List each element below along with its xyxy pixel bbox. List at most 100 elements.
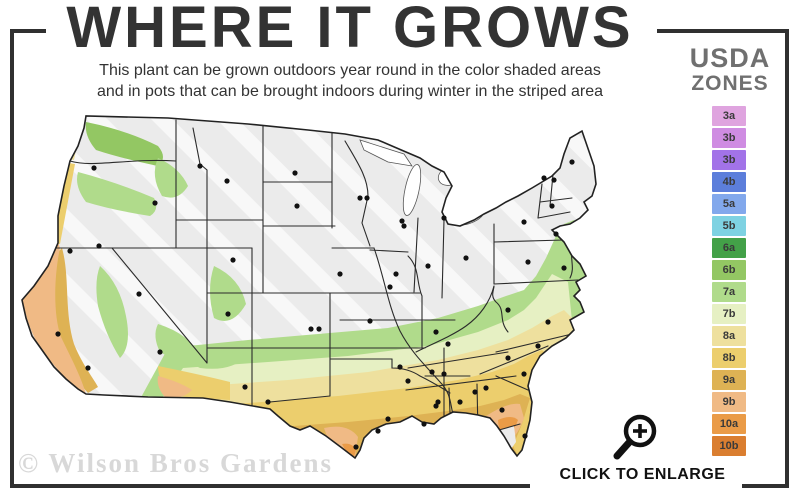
city-dot bbox=[483, 385, 489, 391]
page-title: WHERE IT GROWS bbox=[66, 0, 634, 60]
city-dot bbox=[463, 255, 469, 261]
city-dot bbox=[441, 371, 447, 377]
legend-item: 5b bbox=[712, 216, 746, 236]
city-dot bbox=[561, 265, 567, 271]
city-dot bbox=[67, 248, 73, 254]
city-dot bbox=[364, 195, 370, 201]
city-dot bbox=[535, 343, 541, 349]
city-dot bbox=[375, 428, 381, 434]
frame-top-left bbox=[10, 29, 46, 33]
zone-patch bbox=[85, 122, 163, 166]
city-dot bbox=[405, 378, 411, 384]
city-dot bbox=[505, 355, 511, 361]
usda-zone-legend: 3a 3b 3b 4b 5a 5b 6a 6b 7a 7b 8a 8b 9a 9b 10a 10b bbox=[712, 106, 746, 458]
city-dot bbox=[353, 444, 359, 450]
enlarge-label[interactable]: CLICK TO ENLARGE bbox=[559, 466, 726, 483]
city-dot bbox=[499, 407, 505, 413]
city-dot bbox=[197, 163, 203, 169]
city-dot bbox=[457, 399, 463, 405]
state-borders bbox=[49, 119, 579, 439]
subtitle-line-2: and in pots that can be brought indoors … bbox=[96, 83, 604, 100]
city-dot bbox=[522, 433, 528, 439]
frame-bottom-right bbox=[742, 484, 789, 488]
page-subtitle: This plant can be grown outdoors year ro… bbox=[0, 60, 700, 102]
zone-patch bbox=[46, 248, 98, 393]
city-dot bbox=[521, 219, 527, 225]
city-dot bbox=[385, 416, 391, 422]
city-dot bbox=[549, 203, 555, 209]
city-dot bbox=[91, 165, 97, 171]
legend-title-line-2: ZONES bbox=[691, 72, 769, 95]
city-dot bbox=[136, 291, 142, 297]
frame-top-right bbox=[657, 29, 789, 33]
city-dot bbox=[553, 231, 559, 237]
city-dot bbox=[569, 159, 575, 165]
city-dot bbox=[357, 195, 363, 201]
legend-item: 4b bbox=[712, 172, 746, 192]
city-dot bbox=[393, 271, 399, 277]
zone-patch bbox=[157, 376, 192, 399]
city-dot bbox=[230, 257, 236, 263]
city-dot bbox=[387, 284, 393, 290]
lake-superior bbox=[359, 139, 413, 167]
legend-item: 10b bbox=[712, 436, 746, 456]
city-dot bbox=[316, 326, 322, 332]
city-dot bbox=[521, 371, 527, 377]
lake-michigan bbox=[402, 164, 422, 216]
subtitle-line-1: This plant can be grown outdoors year ro… bbox=[99, 62, 601, 79]
legend-item: 6b bbox=[712, 260, 746, 280]
legend-item: 8b bbox=[712, 348, 746, 368]
watermark: © Wilson Bros Gardens bbox=[18, 448, 333, 478]
legend-item: 3b bbox=[712, 150, 746, 170]
city-dot bbox=[96, 243, 102, 249]
city-dot bbox=[551, 177, 557, 183]
frame-bottom-left bbox=[10, 484, 530, 488]
zone-patch bbox=[342, 443, 356, 457]
city-dot bbox=[294, 203, 300, 209]
usda-zone-map[interactable] bbox=[8, 106, 668, 476]
legend-item: 3a bbox=[712, 106, 746, 126]
city-dot bbox=[225, 311, 231, 317]
city-dot bbox=[157, 349, 163, 355]
legend-item: 7b bbox=[712, 304, 746, 324]
legend-item: 6a bbox=[712, 238, 746, 258]
city-dot bbox=[55, 331, 61, 337]
zone-patch bbox=[96, 266, 128, 358]
city-dot bbox=[242, 384, 248, 390]
city-dot bbox=[421, 421, 427, 427]
zone-patch bbox=[154, 158, 188, 198]
city-dot bbox=[445, 341, 451, 347]
city-dot bbox=[308, 326, 314, 332]
legend-item: 9b bbox=[712, 392, 746, 412]
legend-title: USDA ZONES bbox=[660, 44, 800, 95]
magnifier-zoom-icon[interactable] bbox=[610, 408, 670, 466]
zone-patch bbox=[174, 342, 246, 369]
city-dot bbox=[224, 178, 230, 184]
city-dot bbox=[441, 215, 447, 221]
frame-left bbox=[10, 29, 14, 488]
legend-item: 9a bbox=[712, 370, 746, 390]
us-outline bbox=[21, 115, 597, 460]
legend-item: 8a bbox=[712, 326, 746, 346]
florida-tip bbox=[492, 426, 516, 456]
legend-item: 10a bbox=[712, 414, 746, 434]
legend-item: 5a bbox=[712, 194, 746, 214]
city-dot bbox=[505, 307, 511, 313]
city-dot bbox=[367, 318, 373, 324]
legend-item: 7a bbox=[712, 282, 746, 302]
city-dot bbox=[152, 200, 158, 206]
city-dot bbox=[472, 389, 478, 395]
city-dot bbox=[401, 223, 407, 229]
city-dot bbox=[425, 263, 431, 269]
city-dot bbox=[265, 399, 271, 405]
city-dot bbox=[429, 369, 435, 375]
city-dots bbox=[55, 159, 575, 450]
city-dot bbox=[525, 259, 531, 265]
city-dot bbox=[85, 365, 91, 371]
city-dot bbox=[337, 271, 343, 277]
city-dot bbox=[399, 218, 405, 224]
zone-patch bbox=[77, 172, 157, 216]
city-dot bbox=[433, 403, 439, 409]
legend-item: 3b bbox=[712, 128, 746, 148]
